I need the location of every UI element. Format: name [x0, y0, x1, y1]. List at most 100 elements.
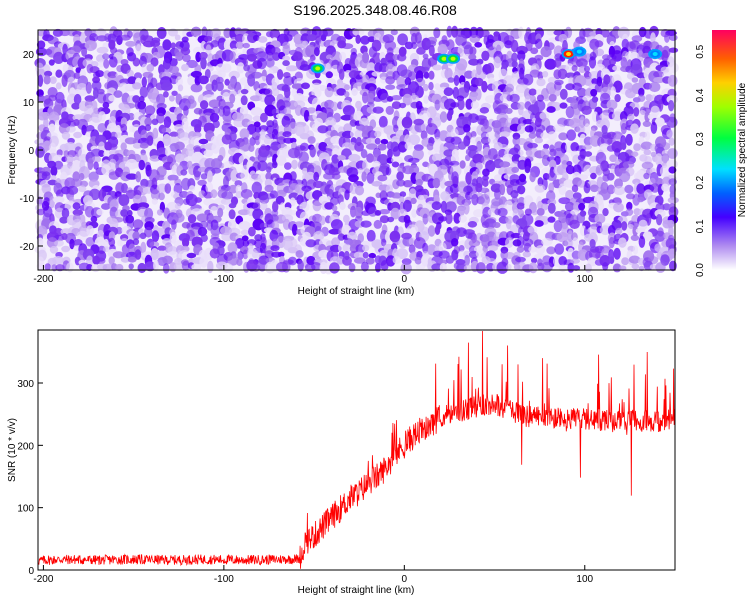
spectrogram-cell: [248, 144, 255, 152]
spectrogram-cell: [360, 149, 368, 159]
spectrogram-cell: [313, 231, 325, 241]
spectrogram-cell: [621, 257, 629, 266]
spectrogram-cell: [268, 145, 280, 158]
spectrogram-cell: [174, 257, 183, 265]
spectrogram-cell: [637, 196, 645, 203]
spectrogram-cell: [96, 257, 106, 265]
spectrogram-cell: [553, 220, 563, 233]
spectrogram-cell: [37, 74, 44, 87]
spectrogram-cell: [299, 64, 311, 71]
spectrogram-cell: [331, 173, 341, 180]
spectrogram-cell: [415, 178, 423, 187]
spectrogram-cell: [174, 203, 181, 210]
spectrogram-cell: [353, 251, 365, 259]
spectrogram-cell: [640, 141, 653, 150]
spectrogram-cell: [229, 93, 236, 104]
spectrogram-cell: [385, 184, 393, 193]
spectrogram-cell: [565, 83, 575, 91]
spectrogram-cell: [619, 265, 627, 271]
spectrogram-cell: [408, 188, 417, 200]
spectrogram-cell: [115, 132, 122, 139]
spectrogram-cell: [146, 135, 154, 146]
spectrogram-cell: [156, 209, 163, 216]
spectrogram-cell: [598, 200, 604, 213]
spectrogram-cell: [632, 245, 639, 255]
spectrogram-cell: [467, 221, 478, 228]
spectrogram-cell: [620, 57, 628, 69]
spectrogram-cell: [390, 29, 398, 36]
spectrogram-cell: [446, 111, 453, 121]
spectrogram-cell: [510, 190, 519, 199]
spectrogram-cell: [554, 57, 562, 68]
spectrogram-cell: [222, 111, 233, 122]
spectrogram-x-tick-label: -100: [214, 274, 234, 285]
spectrogram-cell: [47, 87, 58, 98]
spectrogram-cell: [559, 102, 568, 109]
spectrogram-cell: [271, 88, 280, 97]
spectrogram-cell: [301, 82, 310, 90]
spectrogram-cell: [524, 166, 531, 174]
spectrogram-cell: [144, 124, 152, 132]
spectrogram-cell: [95, 70, 105, 78]
spectrogram-cell: [336, 88, 347, 96]
spectrogram-cell: [186, 143, 195, 151]
spectrogram-cell: [482, 178, 489, 187]
spectrogram-cell: [221, 134, 232, 145]
spectrogram-cell: [252, 34, 260, 42]
spectrogram-cell: [643, 149, 652, 156]
spectrogram-cell: [291, 159, 298, 170]
spectrogram-cell: [283, 75, 294, 86]
spectrogram-cell: [422, 242, 429, 254]
spectrogram-cell: [198, 138, 209, 145]
spectrogram-cell: [341, 43, 354, 50]
spectrogram-cell: [404, 142, 413, 151]
spectrogram-cell: [171, 90, 178, 97]
spectrogram-cell: [351, 87, 358, 97]
spectrogram-cell: [153, 260, 159, 272]
spectrogram-cell: [481, 50, 490, 61]
spectrogram-cell: [534, 54, 544, 61]
spectrogram-cell: [84, 95, 96, 102]
spectrogram-cell: [463, 202, 470, 215]
spectrogram-cell: [71, 102, 81, 110]
spectrogram-cell: [139, 142, 149, 149]
spectrogram-cell: [311, 82, 322, 89]
spectrogram-cell: [496, 261, 509, 274]
spectrogram-cell: [661, 183, 670, 192]
spectrogram-cell: [434, 225, 441, 235]
spectrogram-cell: [196, 213, 209, 222]
spectrogram-cell: [271, 128, 279, 141]
spectrogram-hotspot: [652, 52, 658, 56]
spectrogram-cell: [457, 98, 465, 111]
spectrogram-cell: [263, 137, 273, 145]
spectrogram-cell: [138, 159, 146, 171]
spectrogram-cell: [428, 44, 435, 57]
spectrogram-cell: [342, 243, 352, 253]
spectrogram-cell: [582, 95, 591, 102]
spectrogram-cell: [391, 161, 400, 168]
spectrogram-cell: [443, 98, 456, 111]
spectrogram-cell: [576, 58, 588, 68]
spectrogram-cell: [185, 193, 198, 207]
spectrogram-cell: [391, 192, 402, 199]
spectrogram-cell: [642, 120, 652, 127]
spectrogram-cell: [135, 44, 142, 56]
spectrogram-y-tick-label: -10: [20, 194, 35, 205]
spectrogram-cell: [211, 142, 221, 154]
spectrogram-cell: [90, 215, 98, 223]
spectrogram-cell: [536, 208, 545, 216]
snr-line: [37, 330, 676, 569]
spectrogram-cell: [581, 105, 592, 116]
spectrogram-cell: [161, 127, 172, 134]
spectrogram-cell: [667, 74, 678, 87]
spectrogram-cell: [210, 40, 219, 48]
spectrogram-cell: [522, 251, 531, 258]
spectrogram-cell: [565, 189, 574, 201]
spectrogram-cell: [583, 182, 591, 194]
spectrogram-cell: [257, 152, 267, 163]
spectrogram-cell: [162, 39, 172, 51]
spectrogram-cell: [375, 262, 381, 273]
spectrogram-cell: [385, 76, 395, 85]
spectrogram-cell: [85, 81, 92, 94]
spectrogram-cell: [612, 65, 623, 72]
